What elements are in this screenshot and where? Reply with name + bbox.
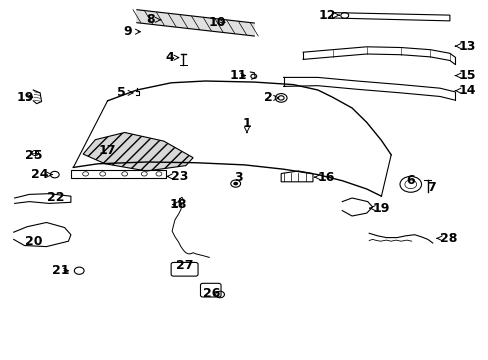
Text: 27: 27 [176, 259, 193, 272]
Text: 19: 19 [17, 91, 34, 104]
Text: 10: 10 [208, 16, 226, 29]
Text: 26: 26 [202, 287, 220, 300]
Text: 25: 25 [24, 149, 42, 162]
Text: 12: 12 [318, 9, 339, 22]
Text: 6: 6 [406, 174, 414, 187]
Text: 15: 15 [454, 69, 475, 82]
Text: 2: 2 [263, 91, 278, 104]
Text: 9: 9 [123, 25, 140, 38]
Text: 28: 28 [436, 232, 457, 245]
Text: 5: 5 [117, 86, 133, 99]
Text: 14: 14 [454, 84, 475, 97]
Text: 3: 3 [234, 171, 243, 184]
Polygon shape [137, 10, 254, 36]
Text: 20: 20 [24, 235, 42, 248]
Text: 24: 24 [31, 168, 52, 181]
Polygon shape [83, 132, 193, 171]
Text: 18: 18 [169, 198, 187, 211]
Text: 4: 4 [165, 51, 179, 64]
Text: 22: 22 [47, 191, 65, 204]
Circle shape [233, 182, 238, 185]
Text: 13: 13 [454, 40, 475, 53]
Text: 7: 7 [426, 181, 435, 194]
Text: 1: 1 [242, 117, 251, 132]
Text: 19: 19 [369, 202, 389, 215]
Text: 21: 21 [52, 264, 70, 277]
Text: 17: 17 [99, 144, 116, 157]
Text: 23: 23 [167, 170, 188, 183]
Text: 8: 8 [146, 13, 161, 26]
Text: 16: 16 [314, 171, 335, 184]
Text: 11: 11 [229, 69, 247, 82]
